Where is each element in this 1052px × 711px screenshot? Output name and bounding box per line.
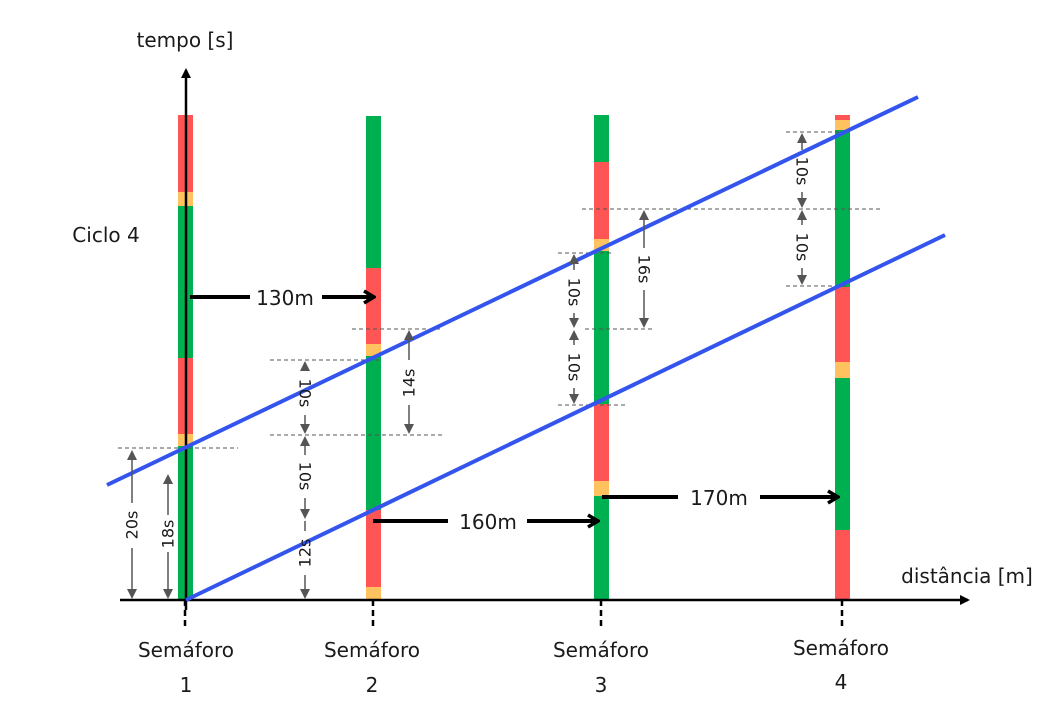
duration-label-s2-12: 12s	[296, 539, 315, 568]
signal-labels: Semáforo 1 Semáforo 2 Semáforo 3 Semáfor…	[138, 636, 889, 697]
duration-arrows	[127, 133, 807, 599]
duration-label-s4-10b: 10s	[793, 233, 812, 262]
signal-name-2: Semáforo	[324, 638, 420, 662]
signal-name-3: Semáforo	[553, 638, 649, 662]
duration-labels: 20s 18s 12s 10s 10s 14s 10s 10s 16s 10s …	[123, 157, 812, 568]
duration-label-s2-10b: 10s	[296, 462, 315, 491]
distance-label-160: 160m	[459, 510, 517, 534]
duration-label-s1-18: 18s	[159, 520, 178, 549]
signal-number-3: 3	[595, 673, 608, 697]
signal-bar-3	[594, 115, 609, 600]
green-wave-upper-line	[106, 95, 919, 487]
signal-bar-4	[835, 115, 850, 600]
signal-number-4: 4	[835, 670, 848, 694]
signal-bar-2	[366, 116, 381, 600]
distance-label-130: 130m	[256, 286, 314, 310]
signal-number-2: 2	[366, 673, 379, 697]
duration-label-s4-10a: 10s	[793, 157, 812, 186]
y-axis-label: tempo [s]	[137, 28, 234, 52]
duration-label-s1-20: 20s	[123, 511, 142, 540]
green-wave-lower-line	[185, 233, 946, 602]
duration-label-s3-10a: 10s	[565, 278, 584, 307]
duration-label-s2-14: 14s	[400, 369, 419, 398]
signal-number-1: 1	[180, 673, 193, 697]
duration-label-s3-10b: 10s	[565, 353, 584, 382]
duration-label-s3-16: 16s	[635, 255, 654, 284]
cycle-label: Ciclo 4	[72, 223, 139, 247]
duration-label-s2-10a: 10s	[296, 379, 315, 408]
guide-lines	[118, 131, 882, 449]
x-axis-label: distância [m]	[901, 564, 1033, 588]
signal-name-4: Semáforo	[793, 636, 889, 660]
signal-name-1: Semáforo	[138, 638, 234, 662]
signal-position-ticks	[183, 600, 844, 628]
distance-label-170: 170m	[690, 486, 748, 510]
